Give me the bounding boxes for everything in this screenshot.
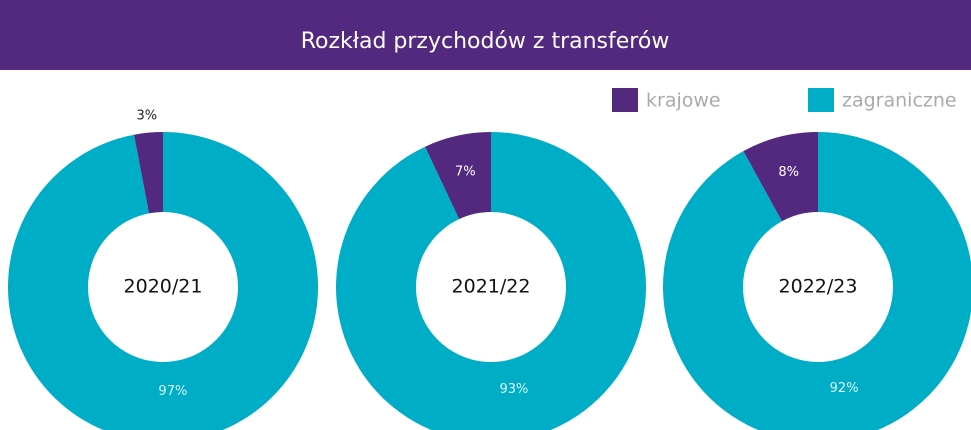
legend-label: zagraniczne	[842, 90, 957, 112]
donut-center-label: 2022/23	[779, 276, 858, 298]
value-label: 3%	[137, 108, 158, 123]
donut-slice	[743, 132, 818, 222]
value-label: 7%	[455, 164, 476, 179]
donut-slice	[425, 132, 491, 220]
donut-slice	[336, 132, 646, 430]
donut-center-label: 2020/21	[124, 276, 203, 298]
value-label: 93%	[499, 382, 528, 397]
legend-label: krajowe	[646, 90, 721, 112]
donut-slice	[8, 132, 318, 430]
donut-slice	[133, 132, 163, 214]
chart-title: Rozkład przychodów z transferów	[301, 29, 670, 54]
value-label: 97%	[158, 384, 187, 399]
value-label: 8%	[778, 165, 799, 180]
header-bar	[0, 0, 971, 70]
donut-center-label: 2021/22	[452, 276, 531, 298]
legend-swatch	[808, 88, 834, 112]
donut-slice	[663, 132, 971, 430]
legend-swatch	[612, 88, 638, 112]
value-label: 92%	[830, 381, 859, 396]
